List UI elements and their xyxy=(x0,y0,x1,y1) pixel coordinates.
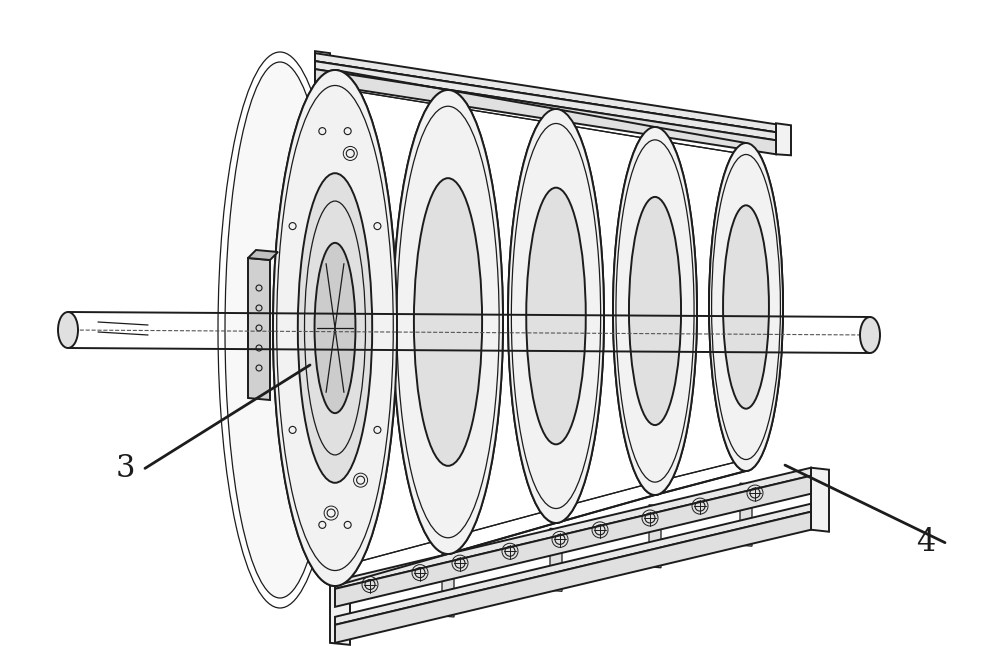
Ellipse shape xyxy=(414,178,482,466)
Polygon shape xyxy=(740,483,752,546)
Ellipse shape xyxy=(629,197,681,425)
Ellipse shape xyxy=(613,127,697,495)
Polygon shape xyxy=(335,512,811,643)
Polygon shape xyxy=(315,53,776,132)
Polygon shape xyxy=(335,504,811,625)
Ellipse shape xyxy=(709,143,783,471)
Ellipse shape xyxy=(315,243,355,413)
Polygon shape xyxy=(330,581,350,645)
Polygon shape xyxy=(248,250,278,260)
Ellipse shape xyxy=(315,243,355,413)
Ellipse shape xyxy=(298,173,372,483)
Ellipse shape xyxy=(273,70,397,586)
Polygon shape xyxy=(315,61,776,140)
Ellipse shape xyxy=(393,90,503,554)
Ellipse shape xyxy=(225,62,335,598)
Text: 4: 4 xyxy=(916,527,935,558)
Ellipse shape xyxy=(723,205,769,409)
Ellipse shape xyxy=(58,312,78,348)
Ellipse shape xyxy=(723,205,769,409)
Text: 3: 3 xyxy=(116,453,135,484)
Ellipse shape xyxy=(526,187,586,444)
Ellipse shape xyxy=(298,173,372,483)
Polygon shape xyxy=(315,69,776,154)
Ellipse shape xyxy=(508,109,604,523)
Ellipse shape xyxy=(629,197,681,425)
Ellipse shape xyxy=(613,127,697,495)
Ellipse shape xyxy=(414,178,482,466)
Ellipse shape xyxy=(526,187,586,444)
Polygon shape xyxy=(315,51,330,83)
Ellipse shape xyxy=(508,109,604,523)
Polygon shape xyxy=(776,123,791,155)
Polygon shape xyxy=(335,468,811,589)
Polygon shape xyxy=(315,61,776,146)
Ellipse shape xyxy=(273,70,397,586)
Ellipse shape xyxy=(393,90,503,554)
Polygon shape xyxy=(248,258,270,400)
Polygon shape xyxy=(442,554,454,617)
Polygon shape xyxy=(335,475,811,607)
Polygon shape xyxy=(649,505,661,568)
Ellipse shape xyxy=(860,317,880,353)
Ellipse shape xyxy=(709,143,783,471)
Polygon shape xyxy=(811,468,829,532)
Polygon shape xyxy=(550,528,562,591)
